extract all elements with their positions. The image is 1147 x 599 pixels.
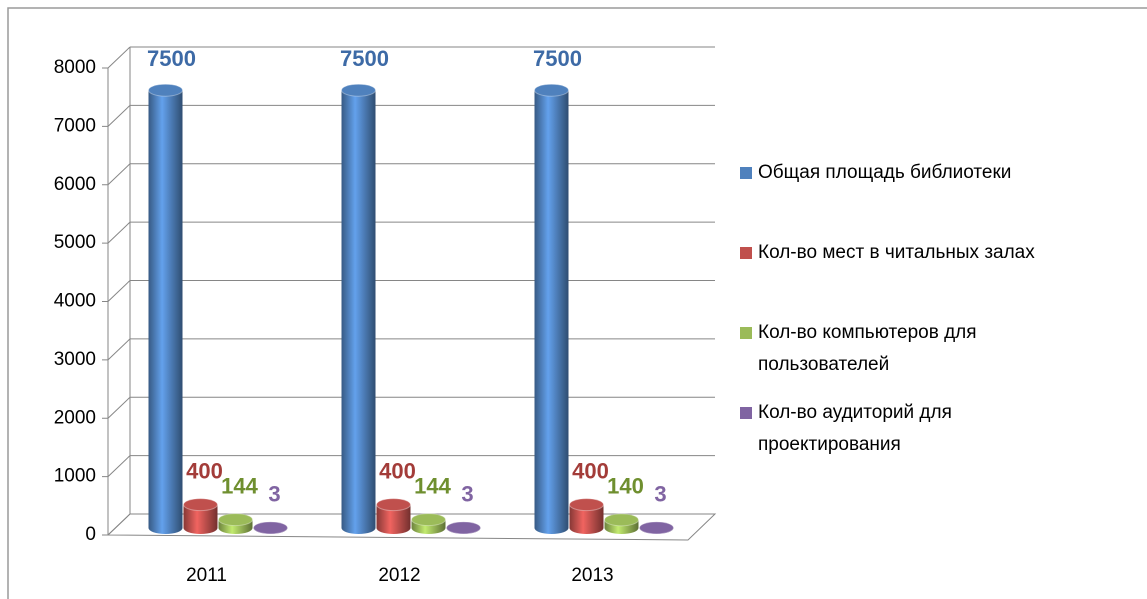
legend-item: Кол-во аудиторий для проектирования <box>740 397 1058 461</box>
data-label: 3 <box>268 482 280 507</box>
y-tick-label: 0 <box>85 524 96 545</box>
y-tick-label: 3000 <box>54 349 96 370</box>
y-tick-label: 4000 <box>54 291 96 312</box>
legend-swatch <box>740 247 752 259</box>
bar-body <box>534 90 569 528</box>
data-label: 7500 <box>147 46 196 71</box>
bar-top <box>604 513 639 527</box>
legend-swatch <box>740 407 752 419</box>
bar-top <box>569 498 604 512</box>
data-label: 3 <box>654 482 666 507</box>
grid-line <box>107 221 131 244</box>
bar-top <box>534 83 569 97</box>
bar <box>411 513 446 534</box>
bar <box>569 498 604 534</box>
x-tick-label: 2012 <box>378 565 420 586</box>
floor <box>107 513 717 541</box>
y-tick-label: 6000 <box>54 174 96 195</box>
bar-top <box>639 521 674 535</box>
x-tick-label: 2011 <box>186 565 227 586</box>
bar <box>253 521 288 535</box>
data-label: 140 <box>607 474 644 499</box>
y-tick-label: 8000 <box>54 57 96 78</box>
legend-swatch <box>740 327 752 339</box>
grid-line <box>107 46 131 69</box>
bar-body <box>569 504 604 528</box>
grid-line <box>107 105 131 127</box>
legend-item: Общая площадь библиотеки <box>740 157 1143 189</box>
bar-top <box>411 513 446 527</box>
grid-line <box>107 455 131 477</box>
y-tick-label: 7000 <box>54 115 96 136</box>
bar <box>604 513 639 534</box>
data-label: 3 <box>461 482 473 507</box>
bar-top <box>253 521 288 535</box>
grid-line <box>107 163 131 186</box>
bar-body <box>376 504 411 528</box>
data-label: 400 <box>379 458 416 483</box>
bar <box>534 83 569 534</box>
data-label: 400 <box>186 458 223 483</box>
legend-label: Общая площадь библиотеки <box>758 162 1012 183</box>
legend-item: Кол-во компьютеров для пользователей <box>740 317 1058 381</box>
bar-top <box>341 83 376 97</box>
bar <box>183 498 218 534</box>
data-label: 144 <box>221 473 258 498</box>
data-label: 400 <box>572 458 609 483</box>
legend-swatch <box>740 167 752 179</box>
y-tick-label: 1000 <box>54 466 96 487</box>
legend-item: Кол-во мест в читальных залах <box>740 237 1143 269</box>
legend-label: Кол-во компьютеров для пользователей <box>758 322 977 375</box>
bar-body <box>148 90 183 528</box>
grid-line <box>107 280 131 302</box>
bar <box>341 83 376 534</box>
bar-top <box>218 513 253 527</box>
data-label: 7500 <box>533 46 582 71</box>
data-label: 7500 <box>340 46 389 71</box>
grid-line <box>107 396 131 419</box>
bar <box>446 521 481 535</box>
bar-top <box>446 521 481 535</box>
bar-body <box>341 90 376 528</box>
x-tick-label: 2013 <box>571 565 613 586</box>
data-label: 144 <box>414 473 451 498</box>
y-tick-label: 5000 <box>54 232 96 253</box>
grid-line <box>107 338 131 361</box>
y-tick-label: 2000 <box>54 407 96 428</box>
bar-top <box>376 498 411 512</box>
bar-body <box>183 504 218 528</box>
bar <box>376 498 411 534</box>
legend-label: Кол-во мест в читальных залах <box>758 242 1035 263</box>
legend-label: Кол-во аудиторий для проектирования <box>758 402 952 455</box>
bar-top <box>148 83 183 97</box>
bar <box>639 521 674 535</box>
bar-top <box>183 498 218 512</box>
bar <box>218 513 253 534</box>
bar <box>148 83 183 534</box>
chart-border <box>7 7 1147 599</box>
